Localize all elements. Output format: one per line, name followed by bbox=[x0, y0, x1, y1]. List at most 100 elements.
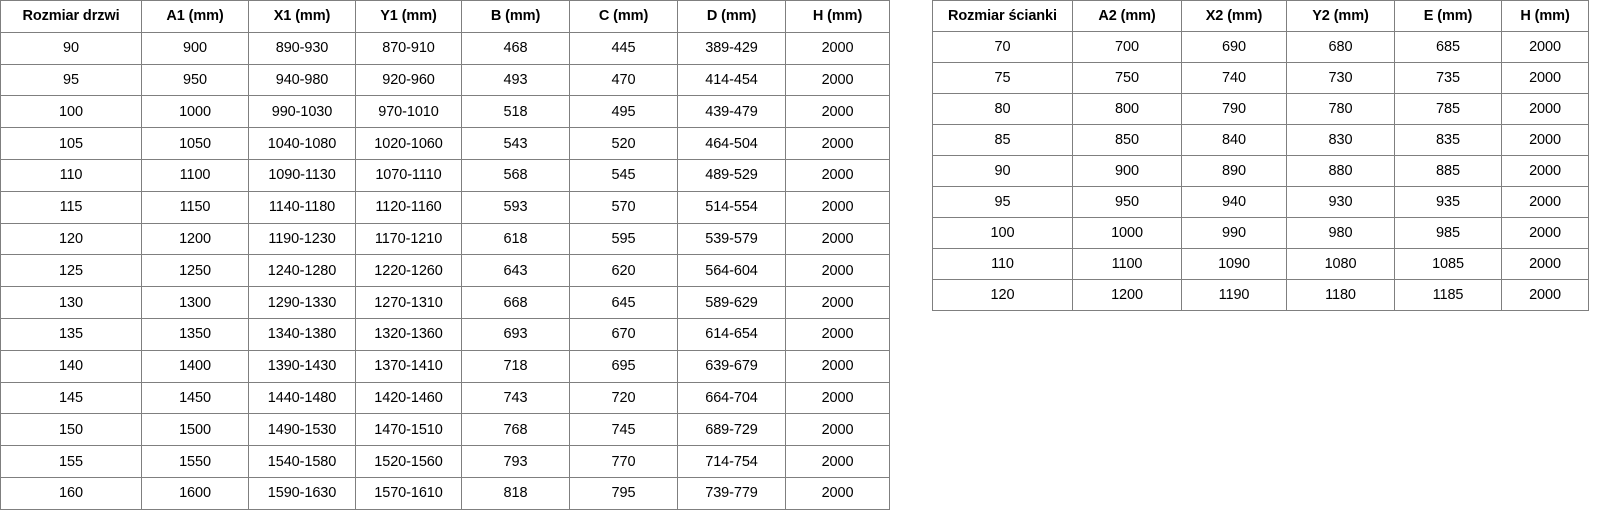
wall-cell: 980 bbox=[1286, 217, 1395, 249]
door-cell: 2000 bbox=[785, 413, 890, 447]
door-cell: 2000 bbox=[785, 476, 890, 510]
door-cell: 664-704 bbox=[677, 381, 786, 415]
wall-cell: 85 bbox=[932, 124, 1073, 156]
wall-cell: 2000 bbox=[1501, 155, 1589, 187]
door-table-row: 125 1250 1240-1280 1220-1260 643 620 564-604 20… bbox=[0, 254, 890, 288]
wall-cell: 685 bbox=[1394, 31, 1502, 63]
door-cell: 1450 bbox=[141, 381, 249, 415]
wall-cell: 1000 bbox=[1072, 217, 1182, 249]
door-cell: 493 bbox=[461, 63, 570, 97]
wall-table-row: 90 900 890 880 885 2000 bbox=[932, 155, 1589, 187]
door-cell: 570 bbox=[569, 190, 678, 224]
door-cell: 2000 bbox=[785, 445, 890, 478]
door-cell: 693 bbox=[461, 317, 570, 351]
door-cell: 1400 bbox=[141, 349, 249, 383]
wall-table-row: 85 850 840 830 835 2000 bbox=[932, 124, 1589, 156]
wall-cell: 680 bbox=[1286, 31, 1395, 63]
door-column-header: H (mm) bbox=[785, 0, 890, 33]
door-cell: 668 bbox=[461, 286, 570, 319]
wall-cell: 2000 bbox=[1501, 93, 1589, 125]
door-cell: 768 bbox=[461, 413, 570, 447]
wall-cell: 2000 bbox=[1501, 124, 1589, 156]
door-cell: 445 bbox=[569, 31, 678, 65]
door-table-row: 140 1400 1390-1430 1370-1410 718 695 639-679 20… bbox=[0, 349, 890, 383]
door-cell: 1490-1530 bbox=[248, 413, 356, 447]
wall-cell: 1090 bbox=[1181, 248, 1287, 280]
door-cell: 2000 bbox=[785, 349, 890, 383]
door-cell: 1500 bbox=[141, 413, 249, 447]
wall-table-row: 110 1100 1090 1080 1085 2000 bbox=[932, 248, 1589, 280]
door-cell: 714-754 bbox=[677, 445, 786, 478]
door-cell: 2000 bbox=[785, 158, 890, 192]
door-cell: 1540-1580 bbox=[248, 445, 356, 478]
door-column-header: B (mm) bbox=[461, 0, 570, 33]
door-table-row: 145 1450 1440-1480 1420-1460 743 720 664-704 20… bbox=[0, 381, 890, 415]
door-cell: 2000 bbox=[785, 63, 890, 97]
door-cell: 1390-1430 bbox=[248, 349, 356, 383]
door-table-row: 95 950 940-980 920-960 493 470 414-454 2000 bbox=[0, 63, 890, 97]
door-cell: 90 bbox=[0, 31, 142, 65]
door-cell: 940-980 bbox=[248, 63, 356, 97]
door-cell: 2000 bbox=[785, 254, 890, 288]
door-cell: 745 bbox=[569, 413, 678, 447]
door-cell: 1590-1630 bbox=[248, 476, 356, 510]
door-cell: 689-729 bbox=[677, 413, 786, 447]
door-cell: 2000 bbox=[785, 222, 890, 256]
wall-table-header-row: Rozmiar ścianki A2 (mm) X2 (mm) Y2 (mm) E (m… bbox=[932, 0, 1589, 32]
wall-cell: 2000 bbox=[1501, 248, 1589, 280]
door-cell: 1070-1110 bbox=[355, 158, 462, 192]
door-column-header: A1 (mm) bbox=[141, 0, 249, 33]
door-cell: 1170-1210 bbox=[355, 222, 462, 256]
door-cell: 990-1030 bbox=[248, 95, 356, 129]
door-cell: 489-529 bbox=[677, 158, 786, 192]
door-cell: 1200 bbox=[141, 222, 249, 256]
wall-cell: 70 bbox=[932, 31, 1073, 63]
door-cell: 130 bbox=[0, 286, 142, 319]
door-cell: 618 bbox=[461, 222, 570, 256]
door-table-row: 160 1600 1590-1630 1570-1610 818 795 739-779 20… bbox=[0, 476, 890, 510]
door-cell: 950 bbox=[141, 63, 249, 97]
door-cell: 1100 bbox=[141, 158, 249, 192]
door-cell: 1550 bbox=[141, 445, 249, 478]
door-cell: 2000 bbox=[785, 190, 890, 224]
door-cell: 920-960 bbox=[355, 63, 462, 97]
wall-cell: 690 bbox=[1181, 31, 1287, 63]
wall-table-row: 75 750 740 730 735 2000 bbox=[932, 62, 1589, 94]
wall-cell: 1100 bbox=[1072, 248, 1182, 280]
door-cell: 145 bbox=[0, 381, 142, 415]
wall-cell: 880 bbox=[1286, 155, 1395, 187]
door-cell: 1220-1260 bbox=[355, 254, 462, 288]
door-cell: 1320-1360 bbox=[355, 317, 462, 351]
wall-table-body: 70 700 690 680 685 2000 75 750 740 730 735 2000 80 80… bbox=[932, 31, 1589, 311]
door-cell: 1570-1610 bbox=[355, 476, 462, 510]
door-cell: 970-1010 bbox=[355, 95, 462, 129]
wall-cell: 790 bbox=[1181, 93, 1287, 125]
door-table-row: 150 1500 1490-1530 1470-1510 768 745 689-729 20… bbox=[0, 413, 890, 447]
door-cell: 160 bbox=[0, 476, 142, 510]
wall-cell: 1185 bbox=[1394, 279, 1502, 311]
door-cell: 1240-1280 bbox=[248, 254, 356, 288]
door-cell: 414-454 bbox=[677, 63, 786, 97]
wall-cell: 2000 bbox=[1501, 62, 1589, 94]
wall-cell: 950 bbox=[1072, 186, 1182, 218]
door-table-row: 110 1100 1090-1130 1070-1110 568 545 489-529 20… bbox=[0, 158, 890, 192]
door-cell: 1120-1160 bbox=[355, 190, 462, 224]
door-table-row: 135 1350 1340-1380 1320-1360 693 670 614-654 20… bbox=[0, 317, 890, 351]
wall-cell: 885 bbox=[1394, 155, 1502, 187]
door-cell: 155 bbox=[0, 445, 142, 478]
door-cell: 150 bbox=[0, 413, 142, 447]
wall-column-header: X2 (mm) bbox=[1181, 0, 1287, 32]
wall-column-header: H (mm) bbox=[1501, 0, 1589, 32]
wall-cell: 2000 bbox=[1501, 279, 1589, 311]
wall-column-header: Rozmiar ścianki bbox=[932, 0, 1073, 32]
door-cell: 743 bbox=[461, 381, 570, 415]
wall-cell: 730 bbox=[1286, 62, 1395, 94]
door-table-header-row: Rozmiar drzwi A1 (mm) X1 (mm) Y1 (mm) B (mm)… bbox=[0, 0, 890, 33]
door-cell: 105 bbox=[0, 127, 142, 160]
door-cell: 125 bbox=[0, 254, 142, 288]
door-cell: 645 bbox=[569, 286, 678, 319]
wall-cell: 700 bbox=[1072, 31, 1182, 63]
door-cell: 900 bbox=[141, 31, 249, 65]
wall-cell: 735 bbox=[1394, 62, 1502, 94]
